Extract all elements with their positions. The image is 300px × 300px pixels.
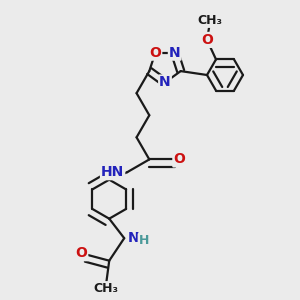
Text: N: N (159, 76, 171, 89)
Text: O: O (149, 46, 161, 60)
Text: N: N (128, 231, 140, 245)
Text: O: O (75, 246, 87, 260)
Text: H: H (139, 234, 149, 247)
Text: N: N (169, 46, 181, 60)
Text: O: O (201, 33, 213, 47)
Text: CH₃: CH₃ (197, 14, 223, 27)
Text: O: O (173, 152, 185, 167)
Text: HN: HN (101, 165, 124, 179)
Text: CH₃: CH₃ (94, 282, 119, 295)
